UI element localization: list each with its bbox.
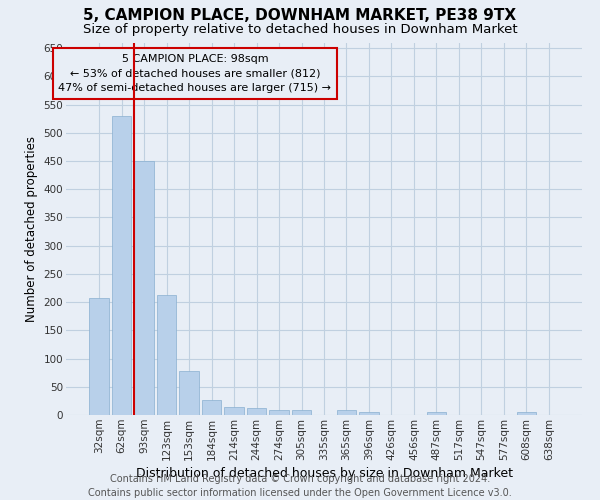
- Text: 5 CAMPION PLACE: 98sqm
← 53% of detached houses are smaller (812)
47% of semi-de: 5 CAMPION PLACE: 98sqm ← 53% of detached…: [59, 54, 331, 94]
- Bar: [202, 400, 221, 415]
- Bar: [157, 296, 176, 415]
- X-axis label: Distribution of detached houses by size in Downham Market: Distribution of detached houses by size …: [136, 467, 512, 480]
- Bar: [247, 408, 266, 415]
- Text: Contains HM Land Registry data © Crown copyright and database right 2024.
Contai: Contains HM Land Registry data © Crown c…: [88, 474, 512, 498]
- Bar: [89, 298, 109, 415]
- Bar: [179, 371, 199, 415]
- Bar: [292, 410, 311, 415]
- Bar: [427, 412, 446, 415]
- Bar: [269, 410, 289, 415]
- Bar: [337, 410, 356, 415]
- Bar: [112, 116, 131, 415]
- Text: Size of property relative to detached houses in Downham Market: Size of property relative to detached ho…: [83, 22, 517, 36]
- Y-axis label: Number of detached properties: Number of detached properties: [25, 136, 38, 322]
- Bar: [359, 412, 379, 415]
- Text: 5, CAMPION PLACE, DOWNHAM MARKET, PE38 9TX: 5, CAMPION PLACE, DOWNHAM MARKET, PE38 9…: [83, 8, 517, 22]
- Bar: [517, 412, 536, 415]
- Bar: [134, 161, 154, 415]
- Bar: [224, 406, 244, 415]
